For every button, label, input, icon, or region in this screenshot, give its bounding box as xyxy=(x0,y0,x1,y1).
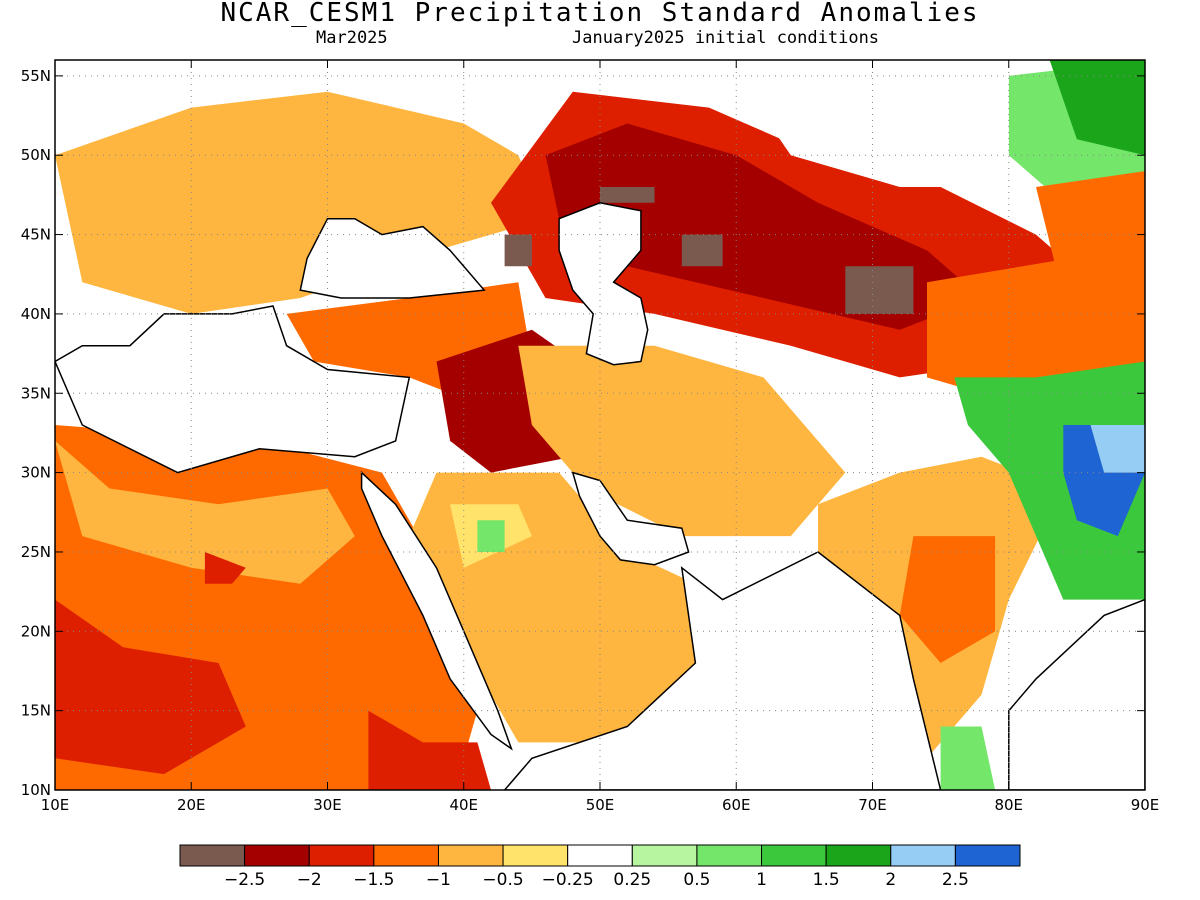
colorbar-swatch xyxy=(308,844,375,867)
mediterranean xyxy=(55,305,411,474)
colorbar-swatch xyxy=(890,844,956,867)
colorbar-swatch xyxy=(502,844,569,867)
region-aral-brown xyxy=(681,234,723,267)
red-sea xyxy=(360,470,513,751)
region-arabia-green xyxy=(477,520,505,552)
colorbar-swatch xyxy=(373,844,439,867)
bay-of-bengal xyxy=(1008,598,1145,790)
colorbar-label: 0.5 xyxy=(683,870,710,890)
colorbar-label: −2.5 xyxy=(224,870,265,890)
lon-tick-label: 20E xyxy=(177,796,206,814)
lon-tick-label: 10E xyxy=(41,796,70,814)
lat-tick-label: 40N xyxy=(21,305,51,323)
colorbar-label: −1.5 xyxy=(353,870,394,890)
caspian-sea xyxy=(558,202,649,366)
colorbar-label: −2 xyxy=(297,870,322,890)
colorbar-label: 1.5 xyxy=(813,870,840,890)
region-kyrgyz-brown xyxy=(845,266,914,314)
colorbar-swatch xyxy=(244,844,310,867)
colorbar-swatch xyxy=(631,844,698,867)
lon-tick-label: 30E xyxy=(313,796,342,814)
colorbar-swatch xyxy=(954,844,1021,867)
lon-tick-label: 70E xyxy=(858,796,887,814)
lon-tick-label: 60E xyxy=(722,796,751,814)
colorbar-label: 2.5 xyxy=(942,870,969,890)
lat-tick-label: 35N xyxy=(21,384,51,402)
region-south-india-green xyxy=(940,726,996,790)
colorbar-swatch xyxy=(437,844,504,867)
black-sea xyxy=(299,217,486,299)
region-himalaya-green xyxy=(954,361,1145,600)
lat-tick-label: 55N xyxy=(21,67,51,85)
colorbar-label: −1 xyxy=(426,870,451,890)
region-caucasus-brown xyxy=(504,234,532,267)
initial-conditions: January2025 initial conditions xyxy=(572,28,880,48)
lat-tick-label: 20N xyxy=(21,622,51,640)
colorbar-label: −0.5 xyxy=(482,870,523,890)
colorbar-swatch xyxy=(761,844,827,867)
water-bodies xyxy=(55,202,1145,790)
region-horn-africa xyxy=(368,710,491,790)
axis-ticks: 10E 20E 30E 40E 50E 60E 70E 80E 90E 10N 15N 20N 25N 3… xyxy=(21,60,1160,814)
lon-tick-label: 40E xyxy=(449,796,478,814)
colorbar-label: 2 xyxy=(885,870,896,890)
lat-tick-label: 45N xyxy=(21,226,51,244)
lon-tick-label: 80E xyxy=(994,796,1023,814)
region-russia-white xyxy=(736,60,1009,187)
colorbar-swatch xyxy=(696,844,763,867)
colorbar: −2.5 −2 −1.5 −1 −0.5 −0.25 0.25 0.5 1 1.5 2 2.5 xyxy=(179,844,1021,890)
lat-tick-label: 10N xyxy=(21,781,51,799)
colorbar-swatch xyxy=(567,844,633,867)
forecast-month: Mar2025 xyxy=(316,28,388,48)
region-kazakh-brown xyxy=(600,187,655,203)
lat-tick-label: 30N xyxy=(21,464,51,482)
arabian-sea xyxy=(503,551,942,790)
map-title: NCAR_CESM1 Precipitation Standard Anomal… xyxy=(220,0,980,28)
region-india-orange xyxy=(899,536,996,663)
lat-tick-label: 50N xyxy=(21,146,51,164)
lon-tick-label: 90E xyxy=(1131,796,1160,814)
colorbar-label: −0.25 xyxy=(542,870,594,890)
lon-tick-label: 50E xyxy=(586,796,615,814)
colorbar-label: 1 xyxy=(756,870,767,890)
region-mongolia-orange xyxy=(1036,171,1145,314)
map-plot-area xyxy=(55,60,1145,790)
region-libya-band xyxy=(55,440,355,584)
region-siberia-darkgreen xyxy=(1049,60,1145,156)
colorbar-swatch xyxy=(179,844,246,867)
colorbar-swatch xyxy=(825,844,892,867)
lat-tick-label: 25N xyxy=(21,543,51,561)
colorbar-label: 0.25 xyxy=(613,870,651,890)
region-sahara-dark xyxy=(204,552,246,584)
region-europe-orange xyxy=(55,91,546,314)
region-tibet-lightblue xyxy=(1090,425,1145,473)
persian-gulf xyxy=(571,471,690,566)
lat-tick-label: 15N xyxy=(21,702,51,720)
region-chad-deep xyxy=(55,599,246,775)
